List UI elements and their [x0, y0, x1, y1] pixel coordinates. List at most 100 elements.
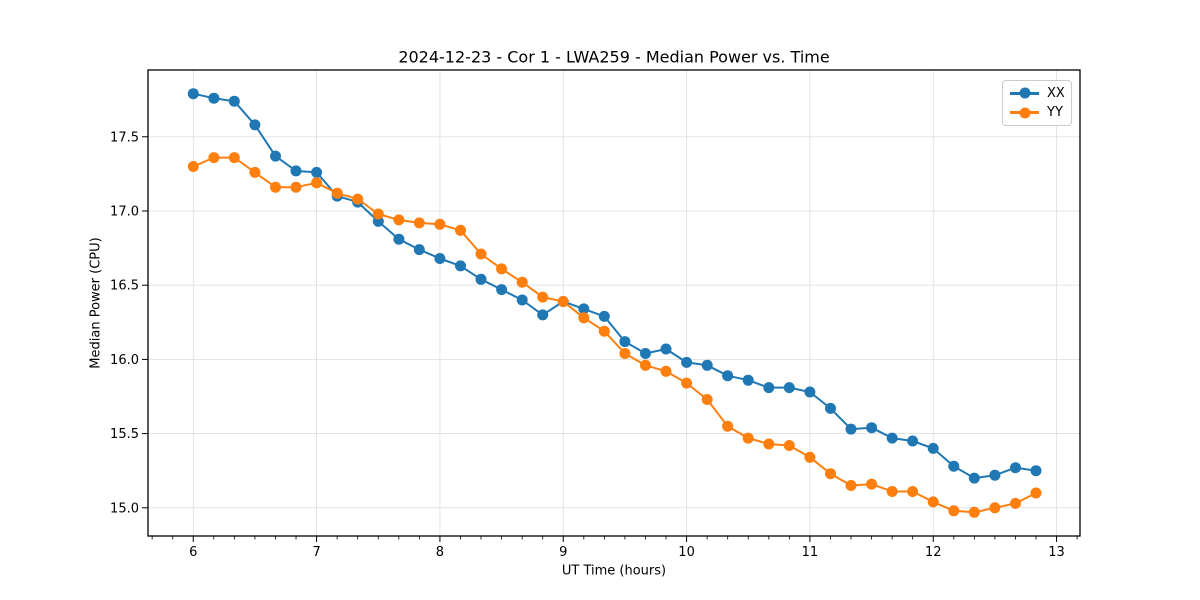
legend-item-yy: YY: [1010, 104, 1071, 122]
data-point-yy: [372, 208, 384, 220]
data-point-yy: [455, 224, 466, 236]
y-tick-label: 16.0: [110, 353, 139, 368]
data-point-xx: [886, 432, 898, 444]
legend-label-xx: XX: [1047, 85, 1065, 101]
x-tick-label: 6: [189, 545, 197, 560]
data-point-xx: [187, 88, 199, 100]
data-point-yy: [270, 181, 281, 193]
data-point-yy: [557, 296, 569, 307]
data-point-xx: [845, 423, 857, 435]
data-point-xx: [701, 359, 713, 371]
data-point-xx: [413, 244, 425, 256]
data-point-xx: [763, 382, 775, 394]
legend-line-marker-xx-icon: [1010, 87, 1039, 99]
data-point-yy: [331, 187, 343, 199]
data-point-yy: [763, 438, 775, 450]
data-point-xx: [290, 165, 302, 177]
y-tick-label: 17.0: [110, 204, 139, 219]
data-point-yy: [208, 152, 220, 164]
data-point-yy: [948, 505, 960, 517]
data-point-yy: [989, 502, 1001, 514]
data-point-yy: [434, 218, 446, 230]
data-point-yy: [968, 506, 980, 518]
data-point-yy: [413, 217, 425, 229]
chart-title: 2024-12-23 - Cor 1 - LWA259 - Median Pow…: [398, 47, 830, 67]
legend: XX YY: [1002, 80, 1072, 126]
data-point-yy: [187, 161, 199, 172]
x-tick-label: 7: [312, 545, 320, 560]
data-point-xx: [598, 310, 610, 322]
series-line-xx: [192, 92, 1037, 480]
data-point-yy: [1030, 487, 1042, 499]
data-point-xx: [681, 356, 693, 368]
data-point-yy: [516, 276, 528, 288]
data-point-yy: [537, 291, 549, 303]
data-point-xx: [393, 233, 405, 245]
data-point-yy: [311, 177, 323, 189]
data-point-xx: [1030, 465, 1042, 477]
data-point-xx: [783, 382, 795, 394]
data-point-xx: [537, 309, 549, 321]
data-point-yy: [475, 248, 487, 260]
data-point-xx: [516, 294, 528, 306]
data-point-yy: [907, 486, 919, 497]
data-point-xx: [311, 166, 323, 178]
data-point-yy: [249, 166, 261, 178]
data-point-yy: [1010, 497, 1021, 509]
data-point-xx: [455, 260, 466, 272]
data-point-xx: [866, 422, 878, 434]
data-point-yy: [393, 214, 405, 226]
data-point-yy: [783, 440, 795, 451]
x-tick-label: 11: [802, 545, 819, 560]
x-tick-label: 10: [678, 545, 695, 560]
x-tick-label: 13: [1048, 545, 1065, 560]
legend-label-yy: YY: [1047, 105, 1063, 121]
axes-spines: [147, 69, 1081, 537]
data-point-xx: [968, 472, 980, 484]
x-axis-label: UT Time (hours): [561, 563, 667, 579]
data-point-yy: [619, 348, 631, 359]
data-point-yy: [866, 478, 878, 490]
y-tick-label: 15.0: [110, 501, 139, 516]
data-point-xx: [270, 150, 281, 162]
data-point-yy: [701, 394, 713, 405]
data-point-yy: [640, 359, 651, 371]
y-tick-label: 17.5: [110, 130, 139, 145]
data-point-yy: [228, 152, 240, 164]
data-point-xx: [948, 460, 960, 472]
data-point-yy: [886, 486, 898, 497]
data-point-yy: [742, 432, 754, 444]
data-point-xx: [989, 469, 1001, 481]
x-tick-label: 12: [925, 545, 942, 560]
data-point-xx: [1010, 462, 1021, 474]
data-point-yy: [825, 468, 836, 480]
data-point-xx: [434, 253, 446, 264]
x-tick-label: 8: [436, 545, 444, 560]
data-point-xx: [578, 303, 590, 315]
data-point-xx: [825, 402, 836, 414]
data-point-xx: [927, 442, 939, 454]
x-tick-label: 9: [559, 545, 567, 560]
data-point-xx: [475, 273, 487, 285]
data-point-yy: [845, 480, 857, 491]
data-point-yy: [352, 193, 364, 205]
data-point-xx: [742, 374, 754, 386]
data-point-xx: [496, 284, 508, 296]
data-point-xx: [804, 386, 816, 398]
data-point-xx: [907, 435, 919, 447]
legend-dot-yy-icon: [1019, 107, 1030, 119]
data-point-yy: [496, 263, 508, 275]
data-point-xx: [228, 95, 240, 107]
legend-item-xx: XX: [1010, 84, 1071, 102]
y-tick-label: 15.5: [110, 427, 139, 442]
legend-dot-xx-icon: [1019, 87, 1030, 99]
data-point-xx: [208, 92, 220, 104]
data-point-xx: [660, 343, 672, 355]
legend-line-marker-yy-icon: [1010, 107, 1039, 119]
data-point-xx: [640, 348, 651, 359]
data-point-yy: [722, 420, 734, 432]
y-axis-label: Median Power (CPU): [88, 237, 104, 369]
data-point-yy: [578, 312, 590, 324]
